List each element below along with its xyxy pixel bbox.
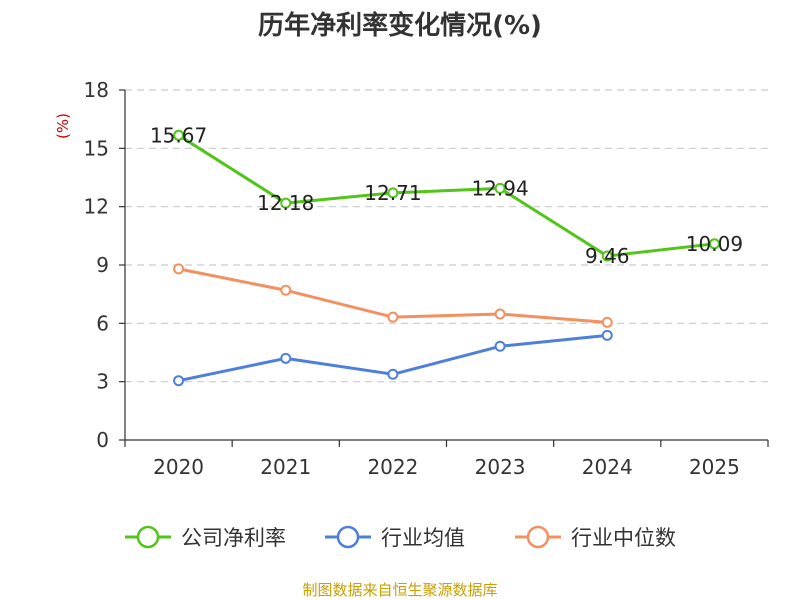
data-point xyxy=(173,263,185,275)
data-point xyxy=(708,238,720,250)
data-labels: 15.67 12.18 12.71 12.94 9.46 10.09 xyxy=(150,123,743,268)
y-tick-label: 9 xyxy=(96,253,109,277)
chart-title: 历年净利率变化情况(%) xyxy=(258,10,542,41)
axes xyxy=(119,89,769,447)
series-line xyxy=(177,134,715,258)
y-axis-label: (%) xyxy=(54,113,72,139)
data-point xyxy=(601,329,613,341)
legend-item-2: 行业中位数 xyxy=(515,525,676,550)
series-1 xyxy=(173,329,613,387)
x-tick-label: 2021 xyxy=(260,455,311,479)
legend-label: 行业中位数 xyxy=(571,526,676,550)
y-tick-label: 0 xyxy=(96,428,109,452)
data-label: 12.18 xyxy=(257,191,314,215)
y-tick-label: 6 xyxy=(96,311,109,335)
legend-label: 公司净利率 xyxy=(181,526,286,550)
x-tick-label: 2022 xyxy=(367,455,418,479)
data-point xyxy=(173,129,185,141)
legend-label: 行业均值 xyxy=(381,526,465,550)
data-label: 12.94 xyxy=(471,176,528,200)
legend-marker xyxy=(526,525,550,549)
data-point xyxy=(280,284,292,296)
data-point xyxy=(494,308,506,320)
data-point xyxy=(494,182,506,194)
x-tick-label: 2025 xyxy=(689,455,740,479)
y-tick-label: 3 xyxy=(96,370,109,394)
y-tick-label: 18 xyxy=(84,78,109,102)
series-2 xyxy=(173,263,613,328)
legend: 公司净利率 行业均值 行业中位数 xyxy=(125,525,676,550)
data-label: 15.67 xyxy=(150,123,207,147)
data-point xyxy=(173,375,185,387)
data-label: 12.71 xyxy=(364,181,421,205)
data-point xyxy=(387,311,399,323)
series-0 xyxy=(173,129,720,262)
legend-item-1: 行业均值 xyxy=(325,525,465,550)
legend-marker xyxy=(136,525,160,549)
x-tick-label: 2020 xyxy=(153,455,204,479)
y-tick-label: 15 xyxy=(84,136,109,160)
data-point xyxy=(280,352,292,364)
x-tick-label: 2024 xyxy=(582,455,633,479)
y-tick-label: 12 xyxy=(84,195,109,219)
data-point xyxy=(601,316,613,328)
source-note: 制图数据来自恒生聚源数据库 xyxy=(302,581,497,599)
legend-item-0: 公司净利率 xyxy=(125,525,286,550)
data-point xyxy=(387,368,399,380)
data-point xyxy=(280,197,292,209)
legend-marker xyxy=(336,525,360,549)
data-label: 10.09 xyxy=(686,232,743,256)
grid-lines xyxy=(125,89,768,383)
x-tick-label: 2023 xyxy=(475,455,526,479)
data-label: 9.46 xyxy=(585,244,630,268)
x-tick-labels: 2020 2021 2022 2023 2024 2025 xyxy=(153,455,740,479)
data-point xyxy=(494,340,506,352)
data-point xyxy=(601,250,613,262)
series xyxy=(173,129,720,387)
y-tick-labels: 0 3 6 9 12 15 18 xyxy=(84,78,109,452)
data-point xyxy=(387,187,399,199)
